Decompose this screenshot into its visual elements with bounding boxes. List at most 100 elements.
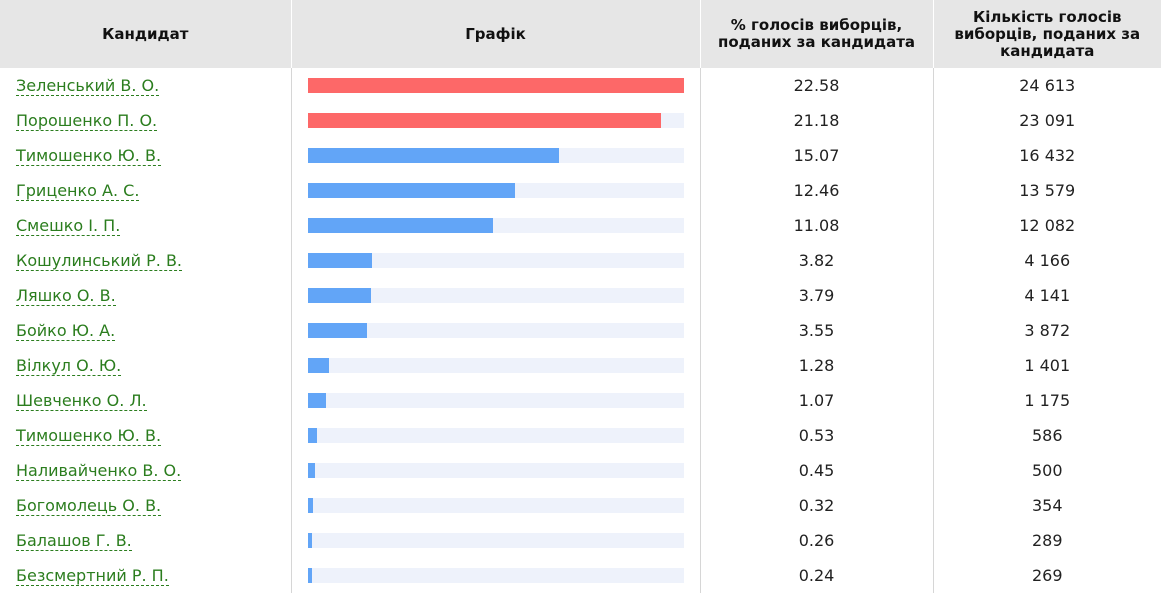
percent-value: 22.58 <box>700 68 934 103</box>
percent-value: 15.07 <box>700 138 934 173</box>
bar-cell <box>291 68 701 103</box>
count-value: 586 <box>1031 426 1063 445</box>
bar <box>307 218 493 233</box>
percent-value: 12.46 <box>700 173 934 208</box>
table-row: Тимошенко Ю. В. 15.07 16 432 <box>0 138 1161 173</box>
header-percent: % голосів виборців, поданих за кандидата <box>700 0 934 68</box>
candidate-cell: Ляшко О. В. <box>0 278 292 313</box>
bar-cell <box>291 558 701 593</box>
bar-track <box>307 218 684 233</box>
bar <box>307 358 329 373</box>
count-value: 4 141 <box>1024 286 1071 305</box>
header-candidate: Кандидат <box>0 0 292 68</box>
percent-value: 0.53 <box>700 418 934 453</box>
candidate-cell: Зеленський В. О. <box>0 68 292 103</box>
candidate-link[interactable]: Шевченко О. Л. <box>16 391 147 411</box>
bar-cell <box>291 523 701 558</box>
candidate-cell: Наливайченко В. О. <box>0 453 292 488</box>
bar-track <box>307 323 684 338</box>
bar <box>307 568 312 583</box>
percent-value: 0.24 <box>700 558 934 593</box>
percent-value: 21.18 <box>700 103 934 138</box>
bar-cell <box>291 278 701 313</box>
bar-cell <box>291 138 701 173</box>
count-value: 23 091 <box>1019 111 1076 130</box>
bar <box>307 323 367 338</box>
candidate-cell: Вілкул О. Ю. <box>0 348 292 383</box>
candidate-link[interactable]: Тимошенко Ю. В. <box>16 426 162 446</box>
count-value: 500 <box>1031 461 1063 480</box>
candidate-cell: Гриценко А. С. <box>0 173 292 208</box>
candidate-link[interactable]: Порошенко П. О. <box>16 111 158 131</box>
bar-track <box>307 148 684 163</box>
bar-track <box>307 393 684 408</box>
candidate-link[interactable]: Зеленський В. О. <box>16 76 160 96</box>
bar-track <box>307 358 684 373</box>
count-value: 4 166 <box>1024 251 1071 270</box>
bar-cell <box>291 313 701 348</box>
candidate-link[interactable]: Тимошенко Ю. В. <box>16 146 162 166</box>
candidate-cell: Кошулинський Р. В. <box>0 243 292 278</box>
bar-cell <box>291 243 701 278</box>
percent-value: 1.07 <box>700 383 934 418</box>
percent-value: 0.45 <box>700 453 934 488</box>
percent-value: 0.26 <box>700 523 934 558</box>
count-value: 289 <box>1031 531 1063 550</box>
bar <box>307 253 372 268</box>
candidate-link[interactable]: Бойко Ю. А. <box>16 321 116 341</box>
candidate-link[interactable]: Балашов Г. В. <box>16 531 132 551</box>
candidate-cell: Смешко І. П. <box>0 208 292 243</box>
percent-value: 3.55 <box>700 313 934 348</box>
candidate-cell: Тимошенко Ю. В. <box>0 138 292 173</box>
table-row: Балашов Г. В. 0.26 289 <box>0 523 1161 558</box>
percent-value: 3.82 <box>700 243 934 278</box>
count-value: 24 613 <box>1019 76 1076 95</box>
bar-cell <box>291 103 701 138</box>
candidate-link[interactable]: Наливайченко В. О. <box>16 461 182 481</box>
candidate-link[interactable]: Кошулинський Р. В. <box>16 251 182 271</box>
candidate-link[interactable]: Гриценко А. С. <box>16 181 140 201</box>
bar-track <box>307 78 684 93</box>
bar-track <box>307 568 684 583</box>
candidate-link[interactable]: Богомолець О. В. <box>16 496 162 516</box>
candidate-link[interactable]: Ляшко О. В. <box>16 286 116 306</box>
header-count: Кількість голосів виборців, поданих за к… <box>933 0 1161 68</box>
candidate-link[interactable]: Безсмертний Р. П. <box>16 566 169 586</box>
count-value: 269 <box>1031 566 1063 585</box>
candidate-cell: Шевченко О. Л. <box>0 383 292 418</box>
candidate-cell: Тимошенко Ю. В. <box>0 418 292 453</box>
table-row: Тимошенко Ю. В. 0.53 586 <box>0 418 1161 453</box>
bar-track <box>307 498 684 513</box>
bar <box>307 533 312 548</box>
bar-cell <box>291 488 701 523</box>
candidate-link[interactable]: Вілкул О. Ю. <box>16 356 122 376</box>
bar-track <box>307 113 684 128</box>
bar-track <box>307 183 684 198</box>
table-header: Кандидат Графік % голосів виборців, пода… <box>0 0 1161 68</box>
table-row: Порошенко П. О. 21.18 23 091 <box>0 103 1161 138</box>
percent-value: 1.28 <box>700 348 934 383</box>
bar-cell <box>291 348 701 383</box>
candidate-cell: Богомолець О. В. <box>0 488 292 523</box>
table-row: Шевченко О. Л. 1.07 1 175 <box>0 383 1161 418</box>
table-row: Наливайченко В. О. 0.45 500 <box>0 453 1161 488</box>
candidate-cell: Порошенко П. О. <box>0 103 292 138</box>
bar-cell <box>291 173 701 208</box>
bar <box>307 148 559 163</box>
candidate-cell: Балашов Г. В. <box>0 523 292 558</box>
count-value: 354 <box>1031 496 1063 515</box>
table-row: Гриценко А. С. 12.46 13 579 <box>0 173 1161 208</box>
bar-track <box>307 288 684 303</box>
count-value: 13 579 <box>1019 181 1076 200</box>
bar-cell <box>291 453 701 488</box>
bar-cell <box>291 208 701 243</box>
table-row: Безсмертний Р. П. 0.24 269 <box>0 558 1161 593</box>
table-row: Смешко І. П. 11.08 12 082 <box>0 208 1161 243</box>
count-value: 16 432 <box>1019 146 1076 165</box>
candidate-link[interactable]: Смешко І. П. <box>16 216 121 236</box>
bar-cell <box>291 418 701 453</box>
percent-value: 3.79 <box>700 278 934 313</box>
table-row: Богомолець О. В. 0.32 354 <box>0 488 1161 523</box>
count-value: 1 401 <box>1024 356 1071 375</box>
